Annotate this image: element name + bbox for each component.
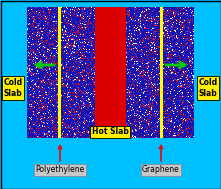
Text: Graphene: Graphene — [142, 146, 180, 174]
Text: Polyethylene: Polyethylene — [35, 146, 85, 174]
Text: Hot Slab: Hot Slab — [91, 128, 128, 136]
Text: Cold
Slab: Cold Slab — [4, 78, 23, 98]
Text: Cold
Slab: Cold Slab — [198, 78, 217, 98]
